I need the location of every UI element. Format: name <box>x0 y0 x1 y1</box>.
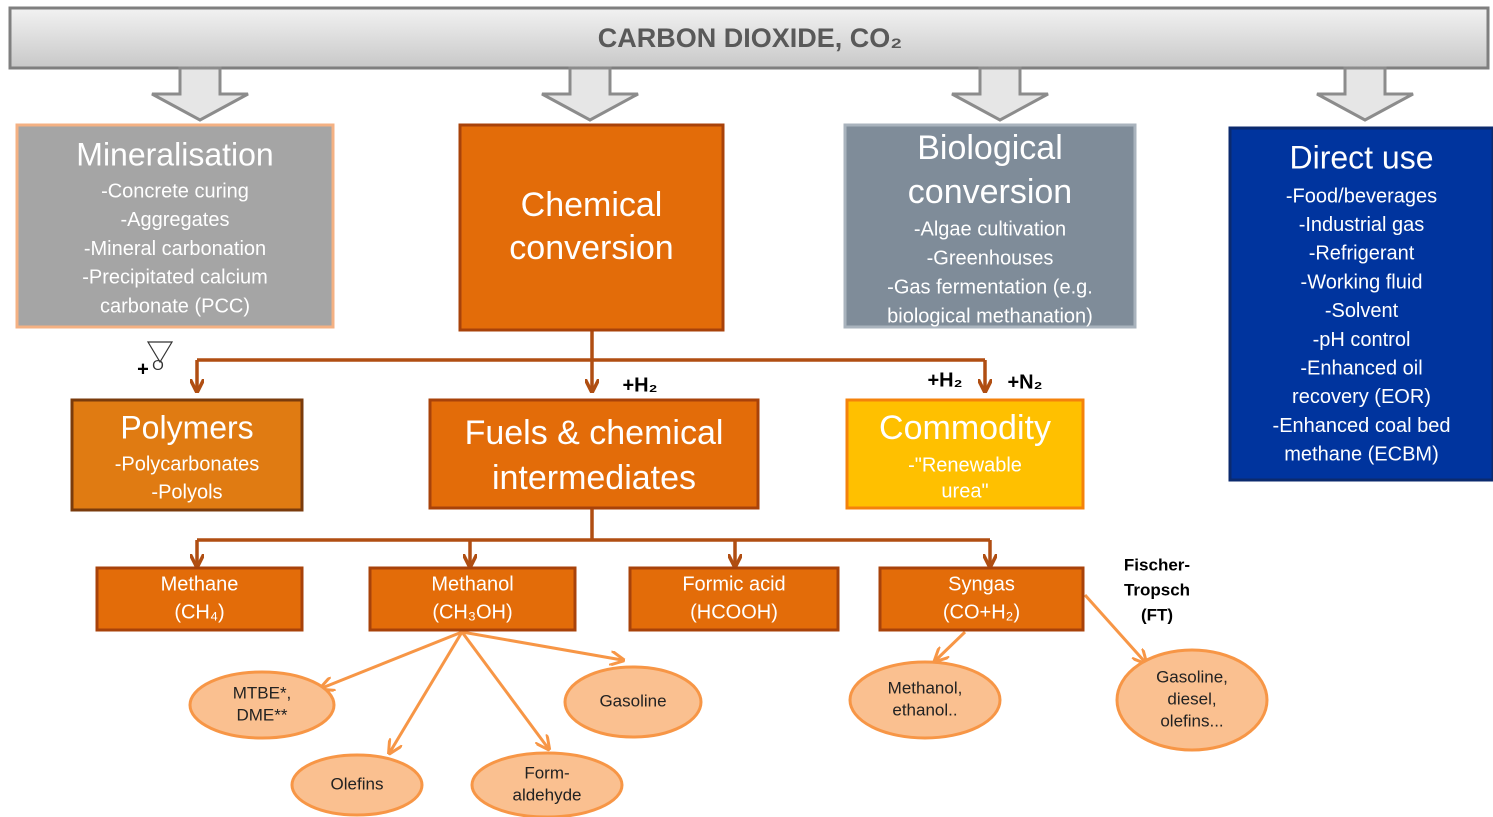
category-box <box>1228 126 1493 482</box>
derivative-label: aldehyde <box>512 785 581 804</box>
category-box-item: methane (ECBM) <box>1284 444 1439 466</box>
derivative-ellipse <box>848 660 1002 740</box>
derivative-label: olefins... <box>1160 711 1223 730</box>
category-box-item: -Industrial gas <box>1299 214 1425 236</box>
derivative-label: Gasoline, <box>1156 667 1228 686</box>
derivative-ellipse <box>470 751 624 817</box>
connectors <box>197 330 990 565</box>
category-box-item: -Concrete curing <box>101 180 249 202</box>
product-label: (CH₄) <box>174 601 224 623</box>
category-box-title: Biological <box>917 129 1063 167</box>
category-box-item: -pH control <box>1313 329 1411 351</box>
derivative-label: Form- <box>524 763 569 782</box>
reagent-label: +H₂ <box>927 369 962 391</box>
product-box <box>95 566 304 632</box>
category-box-item: -Mineral carbonation <box>84 238 266 260</box>
derivative-ellipse <box>188 670 336 740</box>
category-box-title: Direct use <box>1289 139 1433 175</box>
category-box-item: -Greenhouses <box>927 247 1054 269</box>
product-label: (CH₃OH) <box>432 601 512 623</box>
process-label: (FT) <box>1141 605 1173 624</box>
reagent-label: +N₂ <box>1007 371 1042 393</box>
category-box-item: recovery (EOR) <box>1292 386 1431 408</box>
intermediate-box <box>70 398 304 512</box>
category-box-item: -Enhanced coal bed <box>1273 415 1451 437</box>
intermediate-box-item: urea" <box>941 480 988 502</box>
category-box-item: carbonate (PCC) <box>100 295 250 317</box>
category-box-item: -Working fluid <box>1301 271 1423 293</box>
intermediate-box-title: Fuels & chemical <box>465 414 724 452</box>
derivative-label: MTBE*, <box>233 683 292 702</box>
intermediate-box-title: intermediates <box>492 459 696 497</box>
derivative-label: diesel, <box>1167 689 1216 708</box>
intermediate-box <box>428 398 760 510</box>
derivative-ellipse <box>290 753 424 817</box>
header-title: CARBON DIOXIDE, CO₂ <box>598 23 903 53</box>
derivative-label: Olefins <box>331 774 384 793</box>
product-box <box>628 566 840 632</box>
derivative-label: DME** <box>236 705 287 724</box>
category-box-title: conversion <box>509 229 673 267</box>
category-box <box>15 123 335 329</box>
down-arrow <box>151 66 249 122</box>
category-box-item: -Gas fermentation (e.g. <box>887 276 1093 298</box>
category-box <box>843 123 1137 329</box>
product-label: (HCOOH) <box>690 601 778 623</box>
down-arrow <box>951 66 1049 122</box>
product-label: Methane <box>161 573 239 595</box>
category-box-title: Chemical <box>521 186 663 224</box>
intermediate-box-title: Polymers <box>120 409 253 445</box>
product-label: Formic acid <box>682 573 785 595</box>
process-label: Fischer- <box>1124 555 1190 574</box>
derivative-ellipse <box>1115 648 1269 752</box>
product-box <box>878 566 1085 632</box>
intermediate-box-item: -Polyols <box>151 481 222 503</box>
category-box-item: -Aggregates <box>121 209 230 231</box>
product-label: (CO+H₂) <box>943 601 1020 623</box>
derivative-label: Methanol, <box>888 678 963 697</box>
product-label: Syngas <box>948 573 1015 595</box>
category-box-item: -Precipitated calcium <box>82 267 268 289</box>
down-arrow <box>1316 66 1414 122</box>
category-box-title: Mineralisation <box>76 136 273 172</box>
category-box <box>458 123 725 332</box>
category-box-item: biological methanation) <box>887 305 1093 327</box>
epoxide-ring <box>146 341 174 364</box>
derivative-label: Gasoline <box>599 691 666 710</box>
intermediate-box-item: -Polycarbonates <box>115 453 260 475</box>
product-label: Methanol <box>431 573 513 595</box>
header-bar <box>8 6 1490 70</box>
product-box <box>368 566 577 632</box>
reagent-label: +H₂ <box>622 374 657 396</box>
down-arrow <box>541 66 639 122</box>
category-box-item: -Refrigerant <box>1309 243 1415 265</box>
category-box-item: -Algae cultivation <box>914 218 1066 240</box>
intermediate-box <box>845 398 1085 510</box>
intermediate-box-item: -"Renewable <box>908 454 1022 476</box>
reagent-label: + <box>137 358 149 380</box>
category-box-item: -Enhanced oil <box>1300 357 1422 379</box>
product-arrows <box>322 593 1145 752</box>
derivative-label: ethanol.. <box>892 700 957 719</box>
category-box-item: -Food/beverages <box>1286 185 1437 207</box>
category-box-title: conversion <box>908 173 1072 211</box>
reagent-label: O <box>152 357 164 374</box>
intermediate-box-title: Commodity <box>879 409 1051 447</box>
process-label: Tropsch <box>1124 580 1190 599</box>
derivative-ellipse <box>563 665 703 739</box>
category-box-item: -Solvent <box>1325 300 1399 322</box>
